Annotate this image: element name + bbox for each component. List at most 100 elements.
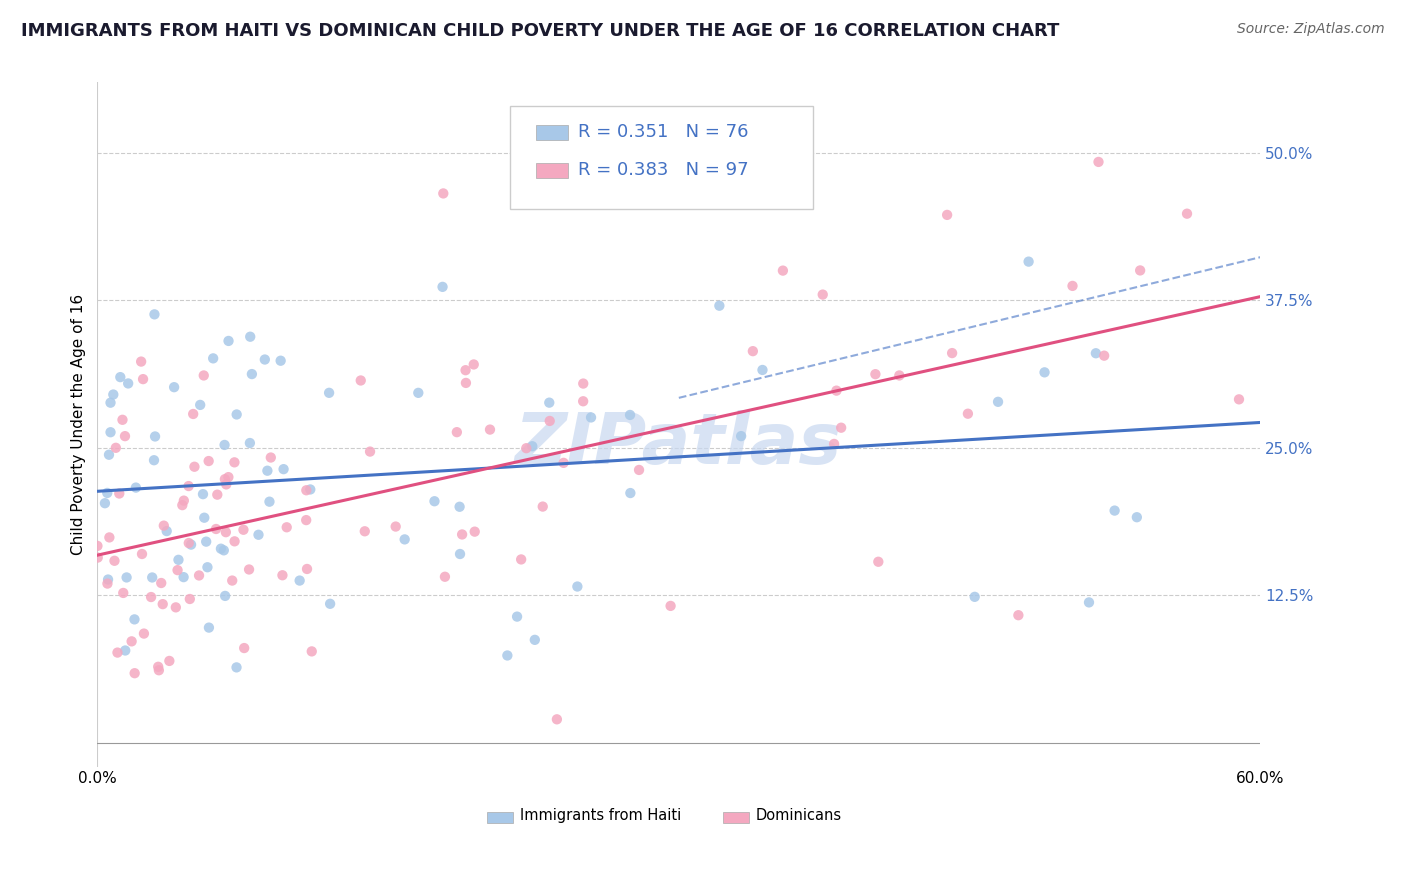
Point	[659, 599, 682, 613]
Point	[1092, 349, 1115, 363]
Point	[191, 487, 214, 501]
Point	[224, 534, 246, 549]
Point	[686, 146, 709, 161]
Point	[177, 536, 200, 550]
Point	[188, 568, 211, 582]
Point	[103, 387, 125, 401]
Point	[259, 494, 281, 508]
Point	[166, 563, 188, 577]
Point	[104, 441, 127, 455]
Point	[522, 439, 544, 453]
Point	[183, 459, 205, 474]
Point	[212, 543, 235, 558]
Point	[143, 429, 166, 443]
Point	[464, 524, 486, 539]
Point	[432, 186, 454, 201]
Point	[225, 660, 247, 674]
Point	[523, 632, 546, 647]
Point	[353, 524, 375, 539]
Point	[121, 634, 143, 648]
Point	[730, 429, 752, 443]
Point	[148, 660, 170, 674]
Point	[1087, 155, 1109, 169]
Point	[1033, 365, 1056, 379]
Point	[579, 410, 602, 425]
Point	[619, 486, 641, 500]
Point	[115, 570, 138, 584]
Point	[150, 576, 173, 591]
Point	[179, 592, 201, 607]
Point	[546, 712, 568, 726]
Text: Immigrants from Haiti: Immigrants from Haiti	[519, 808, 681, 823]
Point	[288, 574, 311, 588]
Point	[167, 553, 190, 567]
Point	[163, 380, 186, 394]
Point	[112, 586, 135, 600]
Point	[253, 352, 276, 367]
Point	[941, 346, 963, 360]
Point	[811, 287, 834, 301]
Point	[117, 376, 139, 391]
Point	[217, 470, 239, 484]
Point	[1062, 279, 1084, 293]
Point	[276, 520, 298, 534]
Point	[451, 527, 474, 541]
Point	[247, 528, 270, 542]
Point	[496, 648, 519, 663]
Point	[129, 354, 152, 368]
Point	[463, 358, 485, 372]
Point	[567, 580, 589, 594]
Point	[572, 376, 595, 391]
FancyBboxPatch shape	[536, 162, 568, 178]
Point	[125, 481, 148, 495]
Text: ZIPatlas: ZIPatlas	[515, 410, 842, 479]
Point	[233, 641, 256, 656]
Point	[1104, 503, 1126, 517]
Text: Dominicans: Dominicans	[755, 808, 842, 823]
Point	[239, 329, 262, 343]
FancyBboxPatch shape	[510, 106, 813, 209]
Point	[1018, 254, 1040, 268]
Point	[239, 436, 262, 450]
Point	[214, 589, 236, 603]
Point	[94, 496, 117, 510]
Point	[628, 463, 651, 477]
FancyBboxPatch shape	[486, 812, 513, 822]
Point	[454, 376, 477, 390]
Point	[1084, 346, 1107, 360]
Point	[132, 626, 155, 640]
Point	[433, 570, 456, 584]
Point	[215, 525, 238, 540]
Point	[423, 494, 446, 508]
Point	[299, 483, 322, 497]
Point	[956, 407, 979, 421]
Y-axis label: Child Poverty Under the Age of 16: Child Poverty Under the Age of 16	[72, 293, 86, 555]
Point	[143, 307, 166, 321]
Point	[188, 398, 211, 412]
Point	[177, 479, 200, 493]
Point	[197, 560, 219, 574]
Point	[205, 522, 228, 536]
Point	[111, 413, 134, 427]
Point	[553, 456, 575, 470]
Point	[114, 643, 136, 657]
Point	[153, 518, 176, 533]
Point	[319, 597, 342, 611]
Point	[868, 555, 890, 569]
Point	[619, 408, 641, 422]
Point	[131, 547, 153, 561]
Point	[1078, 595, 1101, 609]
Point	[202, 351, 225, 366]
Point	[256, 464, 278, 478]
Point	[408, 385, 430, 400]
Point	[218, 334, 240, 348]
Point	[124, 666, 146, 681]
Point	[100, 395, 122, 409]
Point	[301, 644, 323, 658]
Point	[221, 574, 243, 588]
Point	[152, 597, 174, 611]
Point	[446, 425, 468, 439]
Point	[295, 513, 318, 527]
Text: R = 0.351   N = 76: R = 0.351 N = 76	[578, 123, 748, 141]
Point	[449, 500, 471, 514]
